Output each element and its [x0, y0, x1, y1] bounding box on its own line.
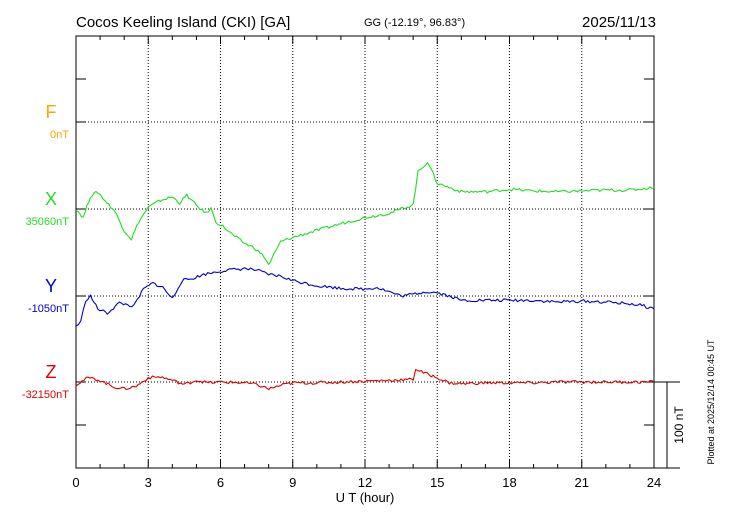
x-tick-label: 9 [289, 475, 296, 490]
x-tick-label: 21 [575, 475, 589, 490]
x-tick-label: 15 [430, 475, 444, 490]
series-name-z: Z [46, 362, 57, 382]
scale-bar: 100 nT [654, 381, 686, 469]
scale-bar-label: 100 nT [672, 406, 686, 444]
ticks: 0 3 6 9 12 15 18 21 24 [72, 36, 661, 490]
series-name-f: F [46, 102, 57, 122]
series-line-x [75, 162, 655, 265]
chart-date: 2025/11/13 [582, 14, 656, 31]
x-tick-label: 0 [72, 475, 79, 490]
x-tick-label: 3 [145, 475, 152, 490]
grid [76, 36, 654, 468]
series-baseline-y: -1050nT [28, 303, 69, 315]
series-baseline-f: 0nT [50, 129, 69, 141]
plotted-note: Plotted at 2025/12/14 00:45 UT [706, 339, 716, 465]
series-name-y: Y [45, 276, 57, 296]
chart-title: Cocos Keeling Island (CKI) [GA] [76, 14, 290, 31]
x-axis-label: U T (hour) [336, 490, 395, 505]
series-line-y [75, 267, 655, 327]
series-labels: F 0nT X 35060nT Y -1050nT Z -32150nT [22, 102, 69, 401]
x-tick-label: 6 [217, 475, 224, 490]
x-tick-label: 24 [647, 475, 661, 490]
series-line-z [75, 369, 655, 391]
series-layer [75, 162, 655, 391]
series-baseline-z: -32150nT [22, 389, 69, 401]
series-name-x: X [45, 189, 57, 209]
x-tick-label: 18 [502, 475, 516, 490]
station-coordinates: GG (-12.19°, 96.83°) [364, 17, 465, 29]
x-tick-label: 12 [358, 475, 372, 490]
series-baseline-x: 35060nT [26, 216, 70, 228]
